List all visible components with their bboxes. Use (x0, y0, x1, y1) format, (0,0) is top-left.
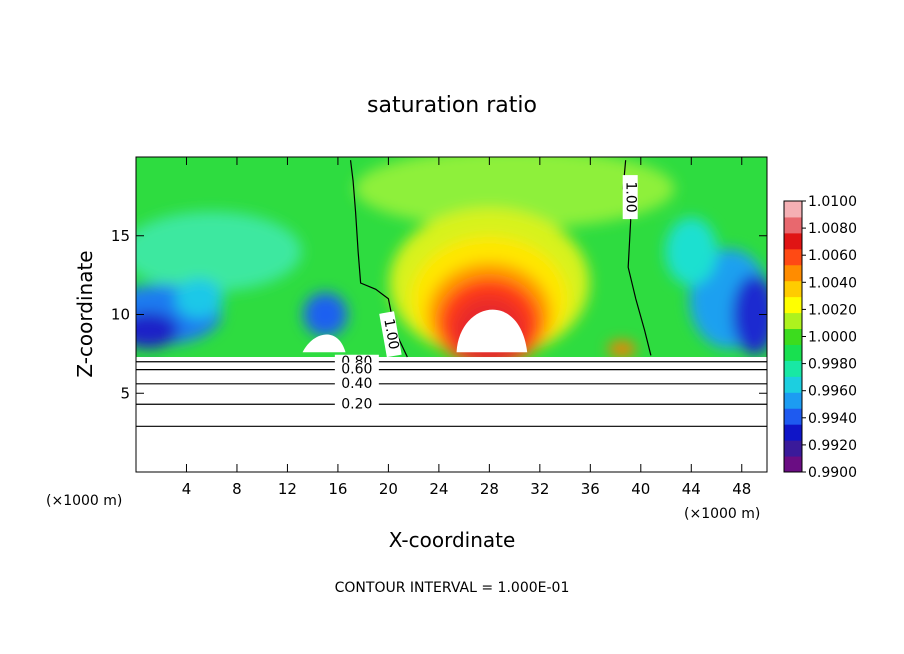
colorbar-label: 1.0020 (808, 302, 857, 318)
colorbar-swatch (784, 392, 802, 409)
x-unit-label: (×1000 m) (684, 506, 760, 522)
y-unit-label: (×1000 m) (46, 493, 122, 509)
colorbar-swatch (784, 248, 802, 266)
colorbar-label: 1.0040 (808, 275, 857, 291)
field-orange-spot (607, 341, 636, 358)
contour-label: 1.00 (623, 182, 639, 213)
x-tick-label: 40 (631, 480, 650, 498)
x-tick-label: 16 (328, 480, 347, 498)
x-tick-label: 4 (182, 480, 192, 498)
contour-lines: 1.001.000.800.600.400.20 (136, 160, 767, 427)
contour-label-bg (622, 175, 638, 220)
colorbar: 1.0100 1.0080 1.0060 1.0040 1.0020 1.0000 0.99… (783, 194, 857, 481)
colorbar-swatch (784, 312, 802, 330)
colorbar-label: 0.9960 (808, 384, 857, 400)
chart-title: saturation ratio (367, 93, 537, 118)
contour-label: 0.40 (341, 376, 372, 392)
y-tick-label: 5 (120, 384, 130, 402)
contour-label: 0.60 (341, 362, 372, 378)
colorbar-swatch (784, 232, 802, 250)
colorbar-swatch (784, 296, 802, 314)
contour-label-bg (334, 362, 379, 378)
x-tick-label: 24 (429, 480, 448, 498)
colorbar-swatch (784, 201, 802, 218)
field-darkblue-right (732, 274, 767, 355)
field-yellowgreen-patch (354, 157, 675, 229)
contour-label: 0.20 (341, 396, 372, 412)
y-axis-label: Z-coordinate (73, 250, 97, 377)
contour-label-bg (379, 311, 402, 358)
x-axis-label: X-coordinate (389, 528, 516, 552)
colorbar-swatch (784, 344, 802, 361)
colorbar-swatch (784, 456, 802, 473)
colorbar-swatch (784, 408, 802, 425)
colorbar-swatch (784, 440, 802, 457)
colorbar-label: 1.0100 (808, 194, 857, 210)
field-white-core (456, 309, 528, 353)
colorbar-swatch (784, 424, 802, 441)
field-cyan-patch (136, 211, 302, 292)
y-tick-label: 15 (111, 227, 130, 245)
x-tick-label: 44 (682, 480, 701, 498)
colorbar-swatch (784, 216, 802, 234)
x-tick-label: 48 (732, 480, 751, 498)
contour-label-bg (334, 397, 379, 413)
colorbar-label: 1.0000 (808, 330, 857, 346)
colorbar-label: 0.9940 (808, 411, 857, 427)
contour-label-bg (334, 376, 379, 392)
x-tick-label: 36 (581, 480, 600, 498)
x-tick-label: 8 (232, 480, 242, 498)
y-axis: 5 10 15 (111, 227, 767, 402)
colorbar-swatch (784, 280, 802, 298)
x-tick-label: 32 (530, 480, 549, 498)
x-tick-label: 28 (480, 480, 499, 498)
colorbar-label: 1.0060 (808, 248, 857, 264)
colorbar-swatch (784, 376, 802, 393)
field-white-bump (302, 334, 346, 353)
saturation-field (136, 157, 767, 472)
x-tick-label: 12 (278, 480, 297, 498)
colorbar-label: 0.9920 (808, 438, 857, 454)
colorbar-swatch (784, 264, 802, 282)
x-tick-label: 20 (379, 480, 398, 498)
field-blue-mid (303, 292, 348, 337)
colorbar-swatch (784, 328, 802, 345)
field-cyan-left (175, 278, 224, 319)
x-axis: 4 8 12 16 20 24 28 32 36 40 44 48 (182, 157, 751, 498)
contour-interval-note: CONTOUR INTERVAL = 1.000E-01 (335, 580, 570, 596)
field-below-level (136, 357, 767, 472)
colorbar-label: 1.0080 (808, 221, 857, 237)
colorbar-label: 0.9980 (808, 357, 857, 373)
contour-label: 1.00 (380, 317, 401, 350)
field-cyan-right (665, 217, 718, 286)
colorbar-label: 0.9900 (808, 465, 857, 481)
y-tick-label: 10 (111, 306, 130, 324)
field-darkblue-left (136, 312, 179, 349)
colorbar-swatch (784, 360, 802, 377)
